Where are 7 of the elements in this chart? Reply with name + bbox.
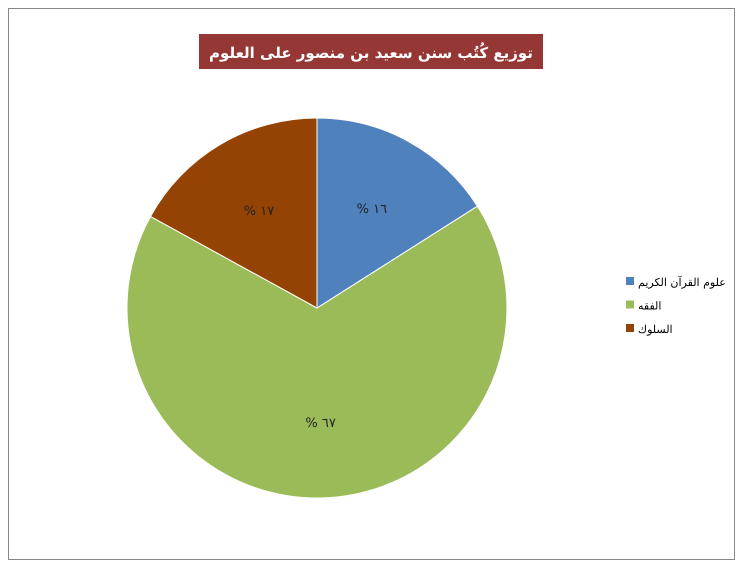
data-label: ١٧ %: [244, 204, 274, 219]
data-label: ٦٧ %: [305, 416, 336, 431]
legend-label: الفقه: [638, 300, 662, 312]
legend-label: علوم القرآن الكريم: [638, 275, 726, 289]
legend-label: السلوك: [638, 323, 673, 336]
data-label: ١٦ %: [356, 202, 388, 218]
chart-title: توزيع كُتُب سنن سعيد بن منصور على العلوم: [209, 41, 533, 62]
